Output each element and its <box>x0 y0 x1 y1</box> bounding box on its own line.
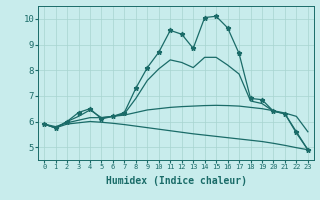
X-axis label: Humidex (Indice chaleur): Humidex (Indice chaleur) <box>106 176 246 186</box>
